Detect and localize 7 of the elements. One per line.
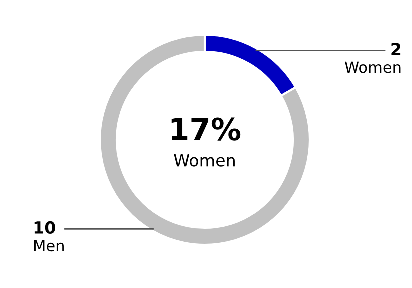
- slice-label: Women: [344, 62, 401, 74]
- data-label: 2: [392, 43, 401, 56]
- text: Women: [174, 154, 235, 167]
- data-label: 10: [34, 221, 56, 234]
- text: 17%: [172, 118, 241, 141]
- donut-slice: [98, 34, 312, 246]
- slice-label: Men: [34, 240, 64, 252]
